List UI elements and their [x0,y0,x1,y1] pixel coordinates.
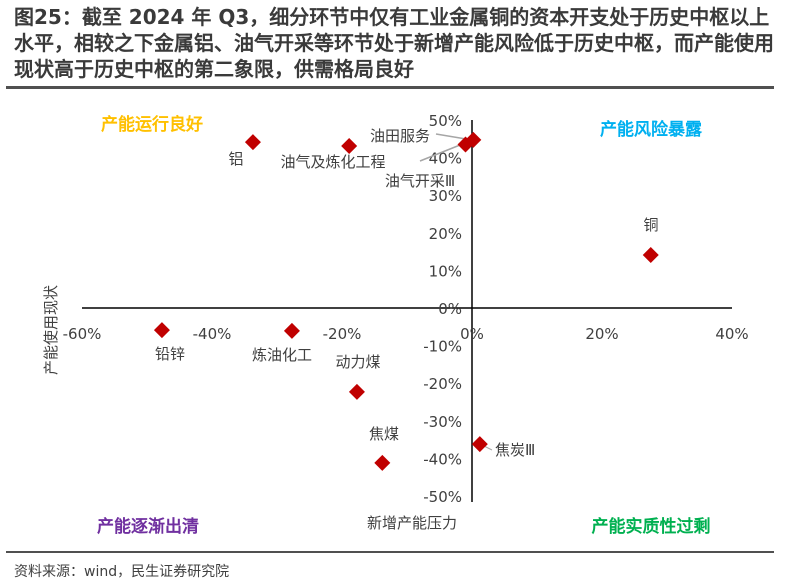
x-tick-label: -40% [193,325,232,343]
y-tick-label: 20% [429,225,462,243]
data-label: 铝 [228,150,243,168]
top-rule [6,86,774,89]
figure-title: 图25：截至 2024 年 Q3，细分环节中仅有工业金属铜的资本开支处于历史中枢… [14,5,774,81]
y-tick-label: 50% [429,112,462,130]
data-point [153,322,170,339]
data-point [374,454,391,471]
y-tick-label: 30% [429,187,462,205]
x-tick-label: 0% [460,325,484,343]
y-tick-label: 40% [429,150,462,168]
source-note: 资料来源：wind，民生证券研究院 [14,564,230,580]
leader-line [419,142,466,162]
y-tick-label: 10% [429,262,462,280]
y-tick-label: -50% [423,488,462,506]
data-point [471,436,488,453]
data-point [283,322,300,339]
data-label: 油气开采Ⅲ [385,172,455,190]
quadrant-label: 产能风险暴露 [600,119,703,140]
quadrant-label: 产能实质性过剩 [592,516,711,537]
x-tick-label: 20% [585,325,618,343]
data-label: 焦煤 [369,425,399,443]
y-tick-label: -30% [423,413,462,431]
y-tick-label: -10% [423,338,462,356]
quadrant-label: 产能逐渐出清 [97,516,199,537]
x-axis-label: 新增产能压力 [367,514,457,532]
data-label: 炼油化工 [252,346,312,364]
data-point [465,131,482,148]
bottom-rule [6,551,774,553]
y-tick-label: -40% [423,450,462,468]
data-point [348,383,365,400]
x-tick-label: -60% [63,325,102,343]
data-label: 油田服务 [370,127,430,145]
y-tick-label: 0% [438,300,462,318]
data-label: 油气及炼化工程 [280,153,385,171]
y-axis-label: 产能使用现状 [42,285,60,375]
data-point [642,246,659,263]
x-tick-label: 40% [715,325,748,343]
data-label: 铜 [643,216,658,234]
quadrant-label: 产能运行良好 [101,114,203,135]
data-point [341,137,358,154]
data-point [244,134,261,151]
data-label: 铅锌 [155,345,185,363]
y-tick-label: -20% [423,375,462,393]
data-label: 动力煤 [335,353,380,371]
data-label: 焦炭Ⅲ [495,441,535,459]
x-tick-label: -20% [323,325,362,343]
